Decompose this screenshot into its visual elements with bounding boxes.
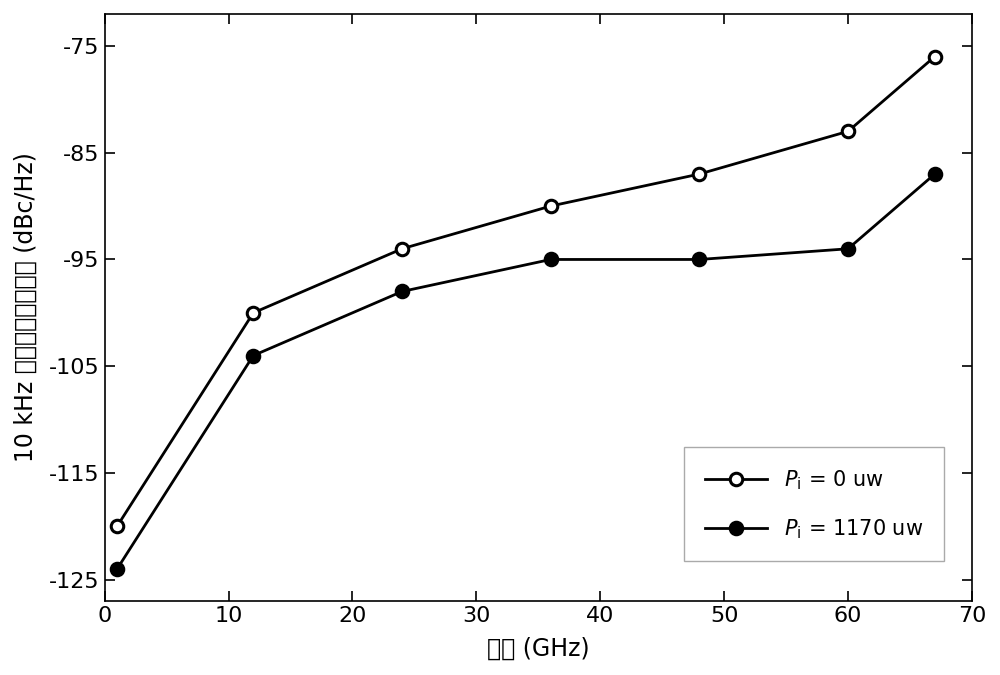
Line: $\it{P}$$_{\rm{i}}$ = 0 uw: $\it{P}$$_{\rm{i}}$ = 0 uw <box>111 51 941 533</box>
$\it{P}$$_{\rm{i}}$ = 1170 uw <box>545 255 557 263</box>
X-axis label: 频率 (GHz): 频率 (GHz) <box>487 637 590 661</box>
$\it{P}$$_{\rm{i}}$ = 0 uw <box>396 245 408 253</box>
$\it{P}$$_{\rm{i}}$ = 1170 uw <box>111 565 123 573</box>
$\it{P}$$_{\rm{i}}$ = 1170 uw <box>693 255 705 263</box>
$\it{P}$$_{\rm{i}}$ = 1170 uw <box>247 352 259 360</box>
Legend: $\it{P}$$_{\rm{i}}$ = 0 uw, $\it{P}$$_{\rm{i}}$ = 1170 uw: $\it{P}$$_{\rm{i}}$ = 0 uw, $\it{P}$$_{\… <box>684 448 944 562</box>
$\it{P}$$_{\rm{i}}$ = 0 uw <box>929 53 941 61</box>
$\it{P}$$_{\rm{i}}$ = 0 uw <box>545 202 557 210</box>
$\it{P}$$_{\rm{i}}$ = 1170 uw <box>842 245 854 253</box>
$\it{P}$$_{\rm{i}}$ = 1170 uw <box>396 288 408 296</box>
$\it{P}$$_{\rm{i}}$ = 0 uw <box>247 308 259 317</box>
$\it{P}$$_{\rm{i}}$ = 1170 uw <box>929 170 941 178</box>
$\it{P}$$_{\rm{i}}$ = 0 uw <box>111 522 123 531</box>
$\it{P}$$_{\rm{i}}$ = 0 uw <box>842 128 854 136</box>
Line: $\it{P}$$_{\rm{i}}$ = 1170 uw: $\it{P}$$_{\rm{i}}$ = 1170 uw <box>111 168 941 575</box>
Y-axis label: 10 kHz 频偏处的相位噪声 (dBc/Hz): 10 kHz 频偏处的相位噪声 (dBc/Hz) <box>14 153 38 462</box>
$\it{P}$$_{\rm{i}}$ = 0 uw <box>693 170 705 178</box>
